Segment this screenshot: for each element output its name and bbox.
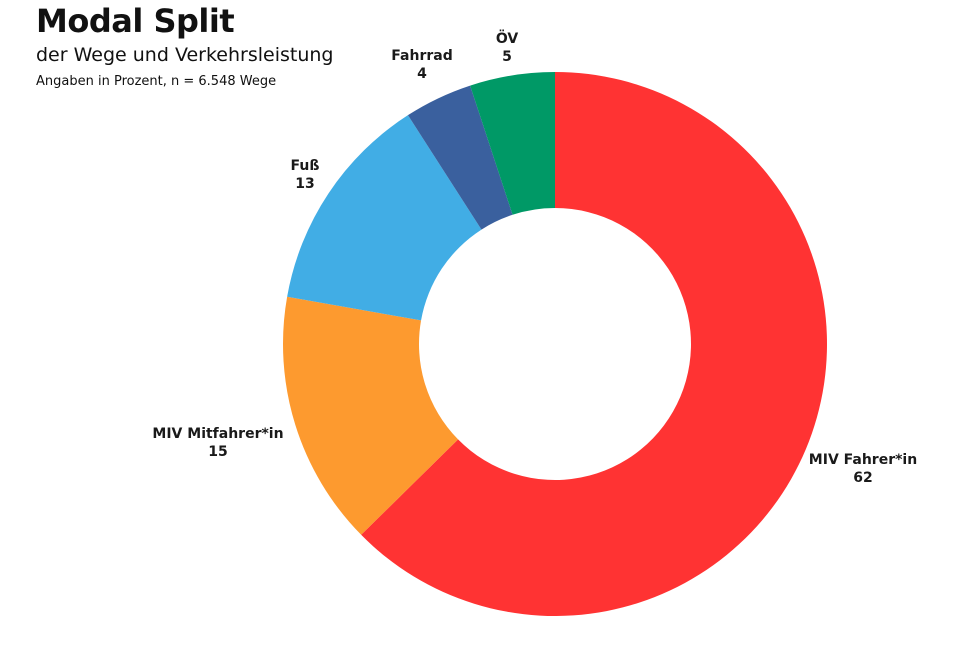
slice-value-label: 15 — [208, 444, 227, 460]
slice-label: MIV Fahrer*in — [809, 452, 917, 468]
slice-value-label: 62 — [853, 470, 872, 486]
slice-fahrrad — [407, 85, 513, 230]
slice-öv — [470, 72, 555, 215]
slice-fuß — [287, 115, 482, 321]
slice-miv-fahrer-in — [361, 72, 828, 616]
chart-note: Angaben in Prozent, n = 6.548 Wege — [36, 74, 277, 89]
slice-value-label: 4 — [417, 66, 427, 82]
slice-miv-mitfahrer-in — [283, 296, 459, 535]
slice-label: MIV Mitfahrer*in — [152, 426, 283, 442]
slice-value-label: 13 — [295, 176, 314, 192]
chart-subtitle: der Wege und Verkehrsleistung — [36, 44, 334, 66]
slice-label: Fuß — [291, 158, 320, 174]
slice-value-label: 5 — [502, 49, 512, 65]
chart-title: Modal Split — [36, 2, 235, 40]
slice-label: Fahrrad — [391, 48, 452, 64]
slice-label: ÖV — [496, 29, 519, 47]
